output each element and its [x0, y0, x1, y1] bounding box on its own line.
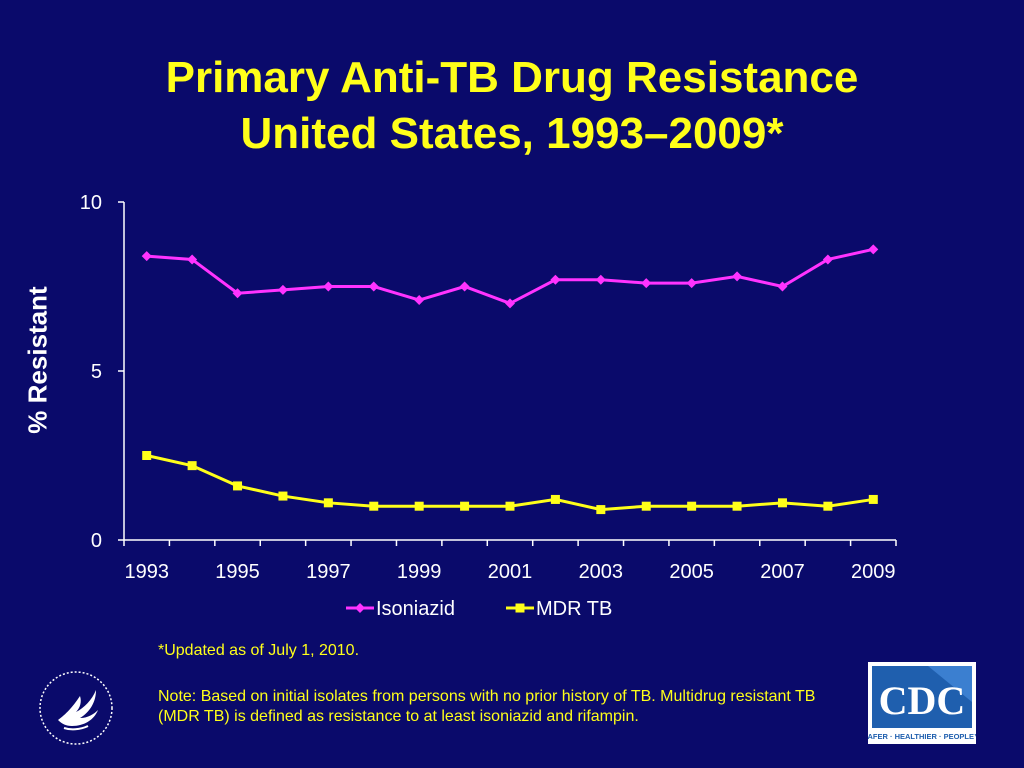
data-point-isoniazid [641, 278, 652, 289]
data-point-mdr-tb [233, 481, 243, 491]
data-point-isoniazid [732, 271, 743, 282]
data-point-isoniazid [323, 281, 334, 292]
data-point-isoniazid [595, 274, 606, 285]
data-point-isoniazid [232, 288, 243, 299]
data-point-mdr-tb [505, 501, 515, 511]
title-line-2: United States, 1993–2009* [240, 109, 784, 158]
x-tick-label: 2003 [579, 561, 624, 583]
title-line-1: Primary Anti-TB Drug Resistance [165, 53, 859, 102]
data-point-isoniazid [459, 281, 470, 292]
footnote: *Updated as of July 1, 2010. [158, 642, 360, 659]
y-tick-label: 5 [91, 361, 102, 383]
x-tick-label: 1997 [306, 561, 351, 583]
data-point-isoniazid [141, 251, 152, 262]
x-tick-label: 1993 [124, 561, 169, 583]
data-point-isoniazid [368, 281, 379, 292]
x-tick-label: 2005 [669, 561, 714, 583]
line-chart: 0 5 10 1993 1995 1997 1999 2001 2003 2005 2007 2009… [80, 192, 897, 620]
note-text: Note: Based on initial isolates from per… [158, 688, 816, 725]
data-point-mdr-tb [460, 501, 470, 511]
data-point-isoniazid [187, 254, 198, 265]
data-point-mdr-tb [777, 498, 787, 508]
x-tick-label: 2007 [760, 561, 805, 583]
data-point-mdr-tb [641, 501, 651, 511]
x-tick-label: 1995 [215, 561, 260, 583]
data-point-isoniazid [686, 278, 697, 289]
series-line-mdr-tb [146, 454, 874, 512]
legend-marker [355, 603, 365, 613]
x-tick-label: 1999 [397, 561, 442, 583]
legend-label: Isoniazid [376, 598, 455, 620]
data-point-mdr-tb [323, 498, 333, 508]
data-point-mdr-tb [278, 491, 288, 501]
slide-title: Primary Anti-TB Drug Resistance United S… [0, 50, 1024, 162]
y-tick-label: 10 [80, 192, 102, 214]
legend-label: MDR TB [536, 598, 612, 620]
cdc-logo-text: CDC [879, 678, 966, 723]
cdc-tagline: SAFER · HEALTHIER · PEOPLE™ [868, 732, 976, 741]
data-point-isoniazid [277, 284, 288, 295]
legend-marker [515, 603, 525, 613]
data-point-mdr-tb [687, 501, 697, 511]
data-point-mdr-tb [868, 494, 878, 504]
data-point-mdr-tb [550, 494, 560, 504]
data-point-mdr-tb [732, 501, 742, 511]
data-point-isoniazid [414, 295, 425, 306]
x-tick-label: 2009 [851, 561, 896, 583]
hhs-eagle-logo [39, 671, 113, 745]
data-point-mdr-tb [369, 501, 379, 511]
data-point-isoniazid [822, 254, 833, 265]
series-line-isoniazid [146, 247, 874, 306]
x-tick-label: 2001 [488, 561, 533, 583]
data-point-mdr-tb [187, 461, 197, 471]
data-point-isoniazid [777, 281, 788, 292]
y-tick-label: 0 [91, 530, 102, 552]
data-point-isoniazid [550, 274, 561, 285]
cdc-logo: CDC SAFER · HEALTHIER · PEOPLE™ [868, 662, 976, 744]
data-point-isoniazid [868, 244, 879, 255]
data-point-mdr-tb [414, 501, 424, 511]
data-point-mdr-tb [142, 451, 152, 460]
data-point-isoniazid [505, 298, 515, 309]
data-point-mdr-tb [823, 501, 833, 511]
data-point-mdr-tb [596, 505, 606, 515]
